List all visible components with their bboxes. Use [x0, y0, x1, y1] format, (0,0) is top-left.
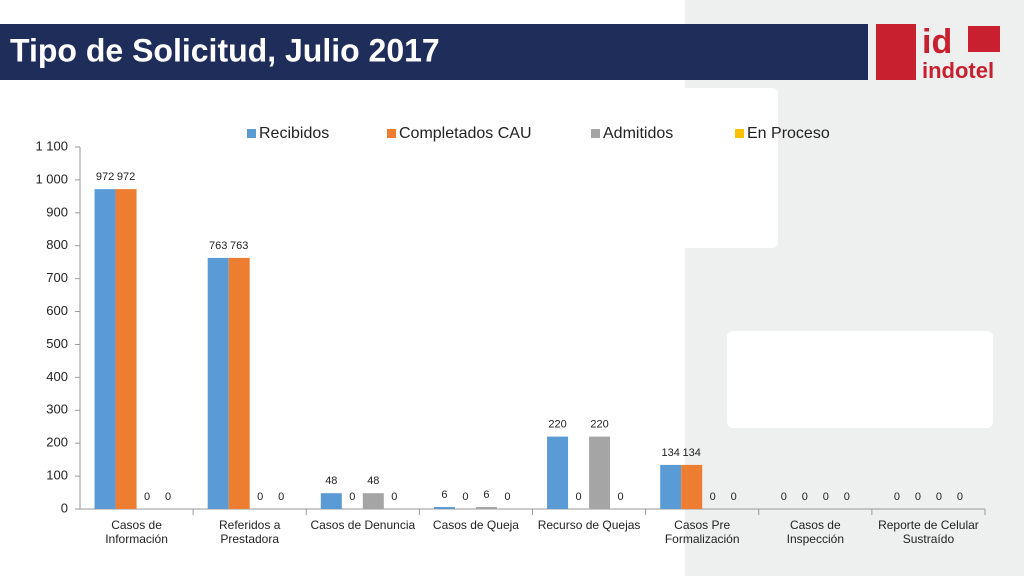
bar [94, 189, 116, 509]
bar [589, 436, 611, 509]
bar [228, 257, 250, 509]
y-tick-label: 0 [61, 500, 68, 515]
x-tick-label: Casos de Información [105, 518, 168, 546]
bar [320, 493, 342, 509]
bar [660, 464, 682, 509]
chart-title: Tipo de Solicitud, Julio 2017 [10, 32, 440, 68]
bar [475, 507, 497, 509]
data-label: 0 [731, 491, 737, 503]
bar [115, 189, 137, 509]
data-label: 220 [548, 419, 566, 431]
data-label: 763 [209, 240, 227, 252]
legend-swatch [247, 129, 256, 138]
y-tick-label: 1 000 [35, 171, 68, 186]
legend-label: Completados CAU [399, 125, 532, 142]
data-label: 0 [165, 491, 171, 503]
bar [433, 507, 455, 509]
data-label: 0 [802, 491, 808, 503]
y-tick-label: 300 [46, 402, 68, 417]
legend-swatch [735, 129, 744, 138]
bar [681, 464, 703, 509]
panel [727, 331, 993, 428]
data-label: 0 [144, 491, 150, 503]
x-tick-label: Casos de Queja [432, 518, 519, 532]
legend-label: Admitidos [603, 125, 673, 142]
data-label: 0 [278, 491, 284, 503]
data-label: 0 [936, 491, 942, 503]
data-label: 972 [117, 171, 135, 183]
data-label: 0 [257, 491, 263, 503]
y-tick-label: 800 [46, 237, 68, 252]
data-label: 0 [462, 491, 468, 503]
logo-icon [968, 26, 1000, 52]
legend-label: Recibidos [259, 125, 329, 142]
x-tick-label: Casos Pre Formalización [664, 518, 740, 546]
data-label: 0 [391, 491, 397, 503]
data-label: 220 [590, 419, 608, 431]
data-label: 0 [915, 491, 921, 503]
x-tick-label: Casos de Denuncia [310, 518, 416, 532]
y-tick-label: 900 [46, 204, 68, 219]
title-bar [0, 24, 868, 80]
y-tick-label: 600 [46, 303, 68, 318]
y-tick-label: 100 [46, 468, 68, 483]
logo-block [876, 24, 916, 80]
legend-label: En Proceso [747, 125, 830, 142]
data-label: 763 [230, 240, 248, 252]
data-label: 972 [96, 171, 114, 183]
y-tick-label: 200 [46, 435, 68, 450]
data-label: 6 [441, 489, 447, 501]
bar [362, 493, 384, 509]
legend-swatch [387, 129, 396, 138]
logo-name: indotel [922, 58, 994, 83]
panel [0, 88, 778, 248]
data-label: 0 [710, 491, 716, 503]
legend-swatch [591, 129, 600, 138]
data-label: 134 [662, 447, 680, 459]
x-tick-label: Reporte de Celular Sustraído [878, 518, 979, 546]
data-label: 48 [325, 475, 337, 487]
data-label: 6 [483, 489, 489, 501]
data-label: 0 [781, 491, 787, 503]
data-label: 0 [349, 491, 355, 503]
y-tick-label: 500 [46, 336, 68, 351]
data-label: 0 [844, 491, 850, 503]
data-label: 0 [894, 491, 900, 503]
data-label: 48 [367, 475, 379, 487]
data-label: 0 [576, 491, 582, 503]
side-panel [685, 0, 1024, 576]
data-label: 134 [683, 447, 701, 459]
data-label: 0 [823, 491, 829, 503]
logo-mark: id [922, 23, 952, 61]
bar [207, 257, 229, 509]
data-label: 0 [618, 491, 624, 503]
y-tick-label: 700 [46, 270, 68, 285]
data-label: 0 [957, 491, 963, 503]
data-label: 0 [504, 491, 510, 503]
bar [547, 436, 569, 509]
y-tick-label: 1 100 [35, 138, 68, 153]
x-tick-label: Recurso de Quejas [537, 518, 641, 532]
y-tick-label: 400 [46, 369, 68, 384]
x-tick-label: Referidos a Prestadora [219, 518, 281, 546]
x-tick-label: Casos de Inspección [786, 518, 844, 546]
